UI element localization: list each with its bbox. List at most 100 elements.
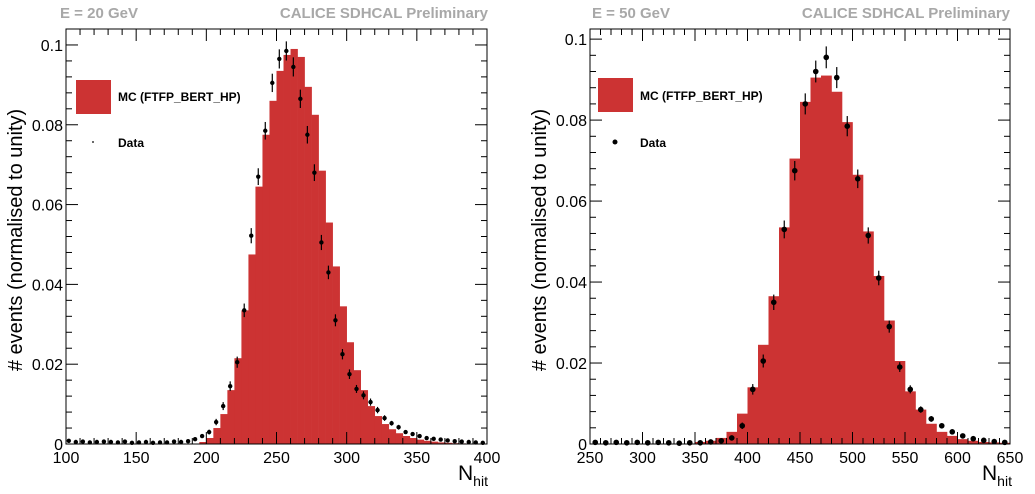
mc-histogram-bar — [311, 114, 319, 444]
mc-histogram-bar — [842, 122, 853, 444]
mc-histogram-bar — [423, 440, 432, 444]
data-point — [938, 422, 945, 429]
y-tick-label: 0.06 — [556, 194, 587, 211]
data-point — [844, 123, 851, 129]
data-point — [686, 439, 693, 446]
x-tick-label: 150 — [123, 450, 150, 467]
legend-label-data: Data — [118, 136, 144, 150]
data-point — [665, 439, 672, 446]
mc-histogram-bar — [758, 344, 769, 444]
mc-histogram-bar — [957, 439, 969, 444]
x-axis-title-main: N — [982, 462, 997, 485]
data-point — [424, 435, 429, 441]
data-point — [907, 386, 914, 393]
mc-histogram-bar — [276, 70, 284, 444]
mc-histogram-bar — [234, 358, 242, 444]
y-tick-label: 0.06 — [32, 198, 63, 215]
data-point — [73, 439, 79, 445]
mc-histogram-bar — [863, 231, 874, 444]
data-point — [375, 407, 380, 413]
data-point — [284, 48, 289, 54]
data-point — [80, 439, 86, 444]
y-tick-label: 0.04 — [556, 275, 587, 292]
data-point — [171, 439, 177, 444]
data-point — [249, 233, 254, 238]
mc-histogram-bar — [318, 170, 326, 444]
y-tick-label: 0 — [578, 437, 587, 454]
data-point — [802, 101, 809, 107]
data-point — [452, 439, 457, 444]
data-point — [178, 439, 184, 445]
x-tick-label: 200 — [193, 450, 220, 467]
mc-histogram-bar — [873, 275, 885, 444]
data-point — [298, 96, 303, 102]
data-point — [192, 437, 198, 442]
data-point — [235, 359, 240, 365]
data-point — [185, 439, 191, 444]
collaboration-label: CALICE SDHCAL Preliminary — [802, 5, 1011, 22]
legend-swatch-mc — [76, 80, 111, 114]
data-point — [781, 226, 788, 233]
y-tick-label: 0.02 — [556, 356, 587, 373]
data-point — [143, 439, 149, 445]
mc-histogram-bar — [779, 227, 790, 444]
data-point — [886, 323, 893, 330]
x-axis-title-subscript: hit — [997, 473, 1012, 489]
data-point — [644, 439, 651, 446]
data-point — [101, 439, 107, 444]
histogram-chart-20gev: E = 20 GeV CALICE SDHCAL Preliminary # e… — [5, 5, 500, 489]
data-point — [760, 358, 767, 364]
mc-histogram-bar — [831, 91, 843, 444]
mc-histogram-bar — [374, 416, 383, 444]
x-axis-title-main: N — [458, 462, 473, 485]
mc-histogram-bar — [346, 342, 354, 444]
data-point — [959, 433, 966, 439]
histogram-chart-50gev: E = 50 GeV CALICE SDHCAL Preliminary # e… — [529, 5, 1023, 489]
mc-histogram-bar — [360, 390, 369, 444]
data-point — [459, 439, 464, 444]
y-tick-label: 0 — [54, 437, 63, 454]
legend-label-mc: MC (FTFP_BERT_HP) — [118, 90, 241, 104]
mc-histogram-bar — [894, 361, 906, 444]
mc-histogram-bar — [395, 433, 404, 444]
collaboration-label: CALICE SDHCAL Preliminary — [280, 5, 489, 22]
data-point — [770, 299, 777, 306]
data-point — [466, 439, 471, 445]
data-point — [277, 56, 282, 62]
data-point — [347, 371, 352, 377]
data-point — [949, 429, 956, 435]
mc-histogram-bar — [241, 310, 249, 444]
data-point — [812, 68, 819, 75]
data-point — [697, 439, 704, 446]
mc-histogram-bar — [437, 442, 446, 444]
data-point — [227, 383, 233, 389]
mc-histogram-bar — [206, 438, 214, 444]
mc-histogram-bar — [388, 429, 397, 444]
data-point — [206, 429, 212, 435]
data-point — [256, 174, 261, 179]
data-point — [242, 308, 247, 313]
mc-histogram-bar — [332, 266, 340, 444]
data-point — [263, 128, 268, 133]
x-tick-label: 400 — [734, 450, 761, 467]
mc-histogram-bar — [262, 134, 270, 445]
mc-histogram-bar — [381, 424, 390, 444]
y-tick-label: 0.02 — [32, 357, 63, 374]
data-point — [417, 433, 422, 439]
data-point — [917, 406, 924, 413]
x-tick-label: 600 — [944, 450, 971, 467]
data-point — [389, 421, 394, 426]
mc-histogram-bar — [915, 409, 927, 444]
data-point — [199, 433, 205, 439]
x-axis-title-subscript: hit — [473, 473, 488, 489]
y-tick-label: 0.1 — [565, 32, 587, 49]
data-point — [270, 80, 275, 86]
mc-histogram-bar — [884, 320, 895, 444]
data-point — [707, 439, 714, 445]
x-tick-label: 350 — [403, 450, 430, 467]
mc-histogram-bar — [297, 56, 305, 445]
energy-label: E = 20 GeV — [60, 5, 138, 22]
data-point — [928, 416, 935, 422]
data-point — [382, 415, 387, 421]
data-point — [676, 440, 683, 446]
